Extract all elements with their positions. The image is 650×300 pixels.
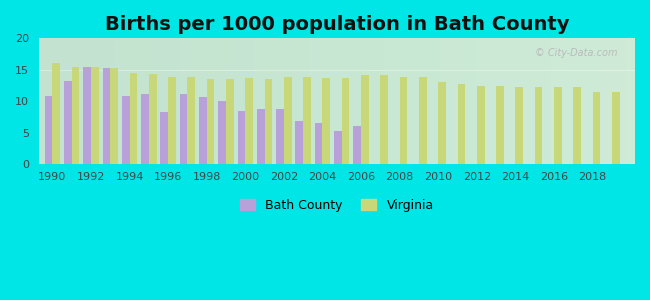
Title: Births per 1000 population in Bath County: Births per 1000 population in Bath Count… xyxy=(105,15,569,34)
Bar xyxy=(342,78,350,164)
Bar xyxy=(257,109,265,164)
Bar xyxy=(129,73,137,164)
Bar xyxy=(284,77,292,164)
Bar xyxy=(187,77,195,164)
Bar xyxy=(207,79,215,164)
Bar xyxy=(111,68,118,164)
Bar xyxy=(161,112,168,164)
Bar xyxy=(237,111,245,164)
Bar xyxy=(276,109,284,164)
Bar xyxy=(83,67,91,164)
Bar xyxy=(380,75,388,164)
Bar xyxy=(218,101,226,164)
Bar xyxy=(477,86,484,164)
Bar xyxy=(168,77,176,164)
Bar xyxy=(322,78,330,164)
Bar xyxy=(53,64,60,164)
Bar xyxy=(354,126,361,164)
Bar xyxy=(199,98,207,164)
Bar xyxy=(179,94,187,164)
Bar xyxy=(245,78,253,164)
Bar xyxy=(149,74,157,164)
Bar xyxy=(573,87,581,164)
Bar xyxy=(334,131,342,164)
Bar xyxy=(419,77,426,164)
Bar xyxy=(593,92,600,164)
Bar xyxy=(458,84,465,164)
Text: © City-Data.com: © City-Data.com xyxy=(534,48,617,59)
Bar xyxy=(315,123,322,164)
Bar xyxy=(226,79,234,164)
Bar xyxy=(438,82,446,164)
Bar xyxy=(72,67,79,164)
Bar xyxy=(103,68,111,164)
Bar xyxy=(496,86,504,164)
Bar xyxy=(400,77,408,164)
Bar xyxy=(122,95,129,164)
Bar xyxy=(64,81,72,164)
Bar xyxy=(141,94,149,164)
Bar xyxy=(515,87,523,164)
Bar xyxy=(296,121,303,164)
Bar xyxy=(265,79,272,164)
Legend: Bath County, Virginia: Bath County, Virginia xyxy=(235,194,439,217)
Bar xyxy=(303,77,311,164)
Bar xyxy=(361,75,369,164)
Bar xyxy=(45,96,53,164)
Bar xyxy=(91,67,99,164)
Bar xyxy=(554,87,562,164)
Bar xyxy=(612,92,619,164)
Bar xyxy=(535,87,542,164)
